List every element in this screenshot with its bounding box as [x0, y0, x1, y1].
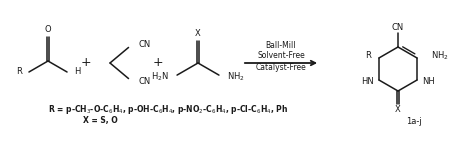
Text: R = p-CH$_3$-O-C$_6$H$_4$, p-OH-C$_6$H$_4$, p-NO$_2$-C$_6$H$_4$, p-Cl-C$_6$H$_4$: R = p-CH$_3$-O-C$_6$H$_4$, p-OH-C$_6$H$_… [48, 103, 288, 115]
Text: X: X [195, 29, 201, 38]
Text: NH: NH [422, 77, 435, 85]
Text: H: H [74, 68, 81, 77]
Text: R: R [16, 68, 22, 77]
Text: X = S, O: X = S, O [82, 116, 118, 125]
Text: CN: CN [392, 23, 404, 31]
Text: H$_2$N: H$_2$N [151, 71, 169, 83]
Text: CN: CN [138, 77, 151, 86]
Text: HN: HN [361, 77, 374, 85]
Text: +: + [153, 57, 164, 70]
Text: CN: CN [138, 40, 151, 49]
Text: NH$_2$: NH$_2$ [227, 71, 245, 83]
Text: R: R [365, 51, 371, 60]
Text: NH$_2$: NH$_2$ [431, 50, 448, 62]
Text: Ball-Mill: Ball-Mill [266, 40, 296, 49]
Text: 1a-j: 1a-j [406, 116, 422, 125]
Text: O: O [45, 25, 51, 34]
Text: X: X [395, 105, 401, 114]
Text: +: + [81, 57, 91, 70]
Text: Solvent-Free: Solvent-Free [257, 50, 305, 60]
Text: Catalyst-Free: Catalyst-Free [255, 62, 306, 71]
